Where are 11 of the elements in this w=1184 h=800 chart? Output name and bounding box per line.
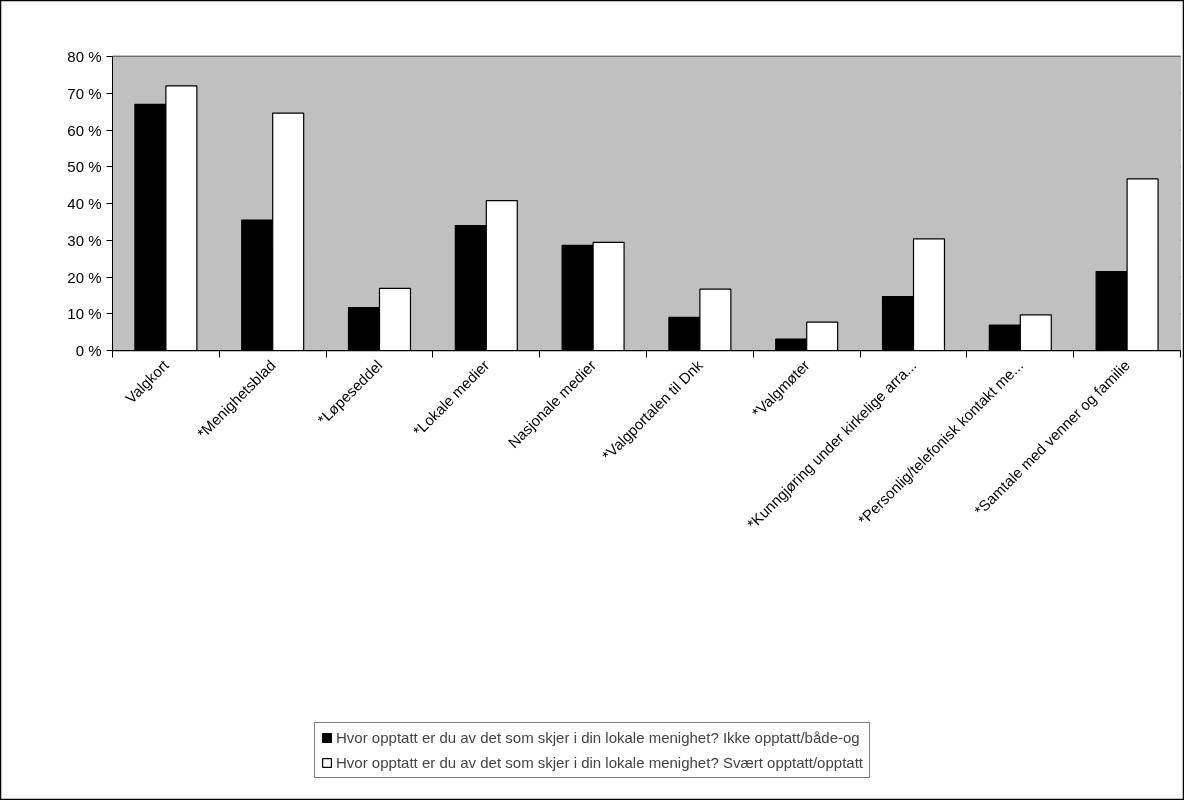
y-tick-label: 70 % [67,84,102,102]
y-tick-label: 40 % [67,195,102,212]
legend-label: Hvor opptatt er du av det som skjer i din lokale menighet? Ikke opptatt/både-og [336,729,860,746]
y-tick-label: 10 % [67,305,102,323]
y-tick-label: 50 % [67,158,102,176]
y-tick-label: 0 % [75,342,102,359]
y-tick-label: 20 % [67,268,102,286]
y-tick-label: 30 % [67,231,102,249]
legend-label: Hvor opptatt er du av det som skjer i din lokale menighet? Svært opptatt/opptatt [336,754,863,771]
y-tick-label: 80 % [67,48,102,65]
y-tick-label: 60 % [67,121,102,139]
